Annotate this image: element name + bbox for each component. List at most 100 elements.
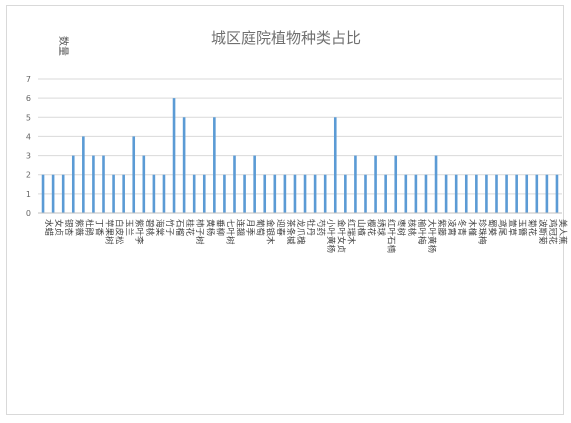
bar — [444, 174, 448, 213]
y-tick-label: 6 — [26, 94, 31, 103]
x-category-label: 榆叶梅 — [416, 219, 427, 245]
y-axis-label: 数量 — [57, 36, 70, 56]
x-category-label: 黄杨 — [204, 219, 215, 237]
x-category-label: 石榴 — [174, 219, 185, 237]
x-category-label: 冬青 — [456, 219, 467, 236]
x-category-label: 桂花 — [184, 219, 195, 237]
x-category-label: 芍药 — [315, 219, 326, 236]
bar — [384, 174, 387, 213]
x-category-label: 珍珠梅 — [476, 219, 487, 245]
bar — [303, 174, 307, 213]
bar — [132, 136, 136, 213]
y-tick-label: 7 — [26, 75, 31, 84]
bar — [223, 174, 226, 213]
x-category-label: 白皮松 — [114, 219, 125, 245]
x-category-label: 柿子树 — [194, 219, 205, 245]
x-category-label: 银杏 — [63, 219, 74, 237]
x-category-label: 女贞 — [53, 219, 64, 236]
x-category-label: 红瑞木 — [345, 219, 356, 245]
x-category-label: 龙爪槐 — [295, 219, 306, 245]
x-category-label: 鸢尾 — [497, 219, 508, 237]
x-category-label: 玉兰 — [124, 219, 135, 236]
x-category-label: 紫薇 — [73, 219, 84, 237]
bar — [293, 174, 297, 213]
bar — [71, 155, 75, 213]
bar — [182, 117, 186, 213]
x-category-label: 迎春 — [275, 219, 286, 237]
x-category-label: 牡丹 — [305, 219, 316, 237]
bar — [162, 174, 166, 213]
bar — [253, 155, 256, 213]
y-tick-label: 3 — [26, 152, 31, 161]
bar — [505, 174, 508, 213]
chart-title: 城区庭院植物种类占比 — [211, 29, 361, 47]
bar — [313, 174, 317, 213]
bar — [394, 155, 398, 213]
x-category-label: 海棠 — [154, 219, 165, 237]
x-category-label: 竹子 — [164, 219, 175, 237]
x-category-label: 红叶石楠 — [386, 219, 397, 254]
bar — [535, 174, 539, 213]
bar — [414, 174, 418, 213]
bar — [213, 117, 216, 213]
x-category-label: 枣树 — [396, 219, 407, 237]
bar — [475, 174, 478, 213]
x-category-label: 核桃 — [406, 219, 417, 237]
x-category-label: 蜀葵 — [486, 219, 497, 237]
y-tick-label: 5 — [26, 113, 31, 122]
bar — [243, 174, 246, 213]
bar — [202, 174, 206, 213]
x-category-label: 玉簪 — [517, 219, 528, 237]
x-category-label: 紫叶李 — [134, 219, 145, 245]
bar — [172, 98, 176, 213]
bar — [515, 174, 518, 213]
y-tick-label: 0 — [26, 209, 31, 218]
bars — [41, 98, 559, 213]
bar — [112, 174, 115, 213]
x-category-label: 葡萄 — [255, 219, 266, 236]
x-category-label: 木槿 — [466, 219, 477, 237]
bar — [525, 174, 529, 213]
x-category-label: 月季 — [245, 219, 256, 237]
x-category-label: 茶条槭 — [285, 219, 296, 245]
x-category-label: 七叶树 — [224, 219, 235, 245]
x-category-label: 丁香 — [93, 219, 104, 237]
bar — [404, 174, 408, 213]
bar — [333, 117, 337, 213]
x-category-label: 绣球 — [376, 219, 387, 237]
y-axis-ticks: 0 1 2 3 4 5 6 7 — [26, 75, 31, 218]
bar — [92, 155, 95, 213]
x-category-label: 萱草 — [507, 219, 518, 237]
bar — [61, 174, 65, 213]
x-category-label: 连翘 — [235, 219, 246, 237]
bar — [495, 174, 498, 213]
x-category-label: 紫藤 — [436, 219, 447, 237]
x-category-label: 鸡冠花 — [547, 219, 558, 245]
x-category-label: 小叶黄杨 — [325, 219, 336, 254]
x-category-label: 水蜡 — [43, 219, 54, 237]
x-category-label: 苹果树 — [104, 219, 115, 245]
bar — [323, 174, 327, 213]
bar — [41, 174, 45, 213]
y-tick-label: 4 — [26, 132, 31, 141]
gridlines — [38, 78, 562, 214]
x-category-label: 菊花 — [527, 219, 538, 237]
x-category-label: 碧桃 — [144, 219, 155, 237]
bar — [555, 174, 559, 213]
bar — [464, 174, 468, 213]
bar — [424, 174, 428, 213]
x-category-label: 波斯菊 — [537, 219, 548, 245]
bar — [485, 174, 488, 213]
x-category-label: 金叶女贞 — [335, 219, 346, 253]
x-category-label: 美人蕉 — [557, 219, 568, 245]
bar — [273, 174, 277, 213]
x-axis-categories: 水蜡 女贞 银杏 紫薇 杜鹃 丁香 苹果树 白皮松 玉兰 紫叶李 碧桃 海棠 竹子 石榴 桂花 柿子树 黄杨 垂柳… — [43, 219, 568, 254]
bar — [374, 155, 377, 213]
x-category-label: 樱花 — [366, 219, 377, 237]
bar — [102, 155, 105, 213]
x-category-label: 凌霄 — [446, 219, 457, 236]
x-category-label: 杜鹃 — [83, 219, 94, 236]
bar — [283, 174, 287, 213]
bar — [354, 155, 357, 213]
